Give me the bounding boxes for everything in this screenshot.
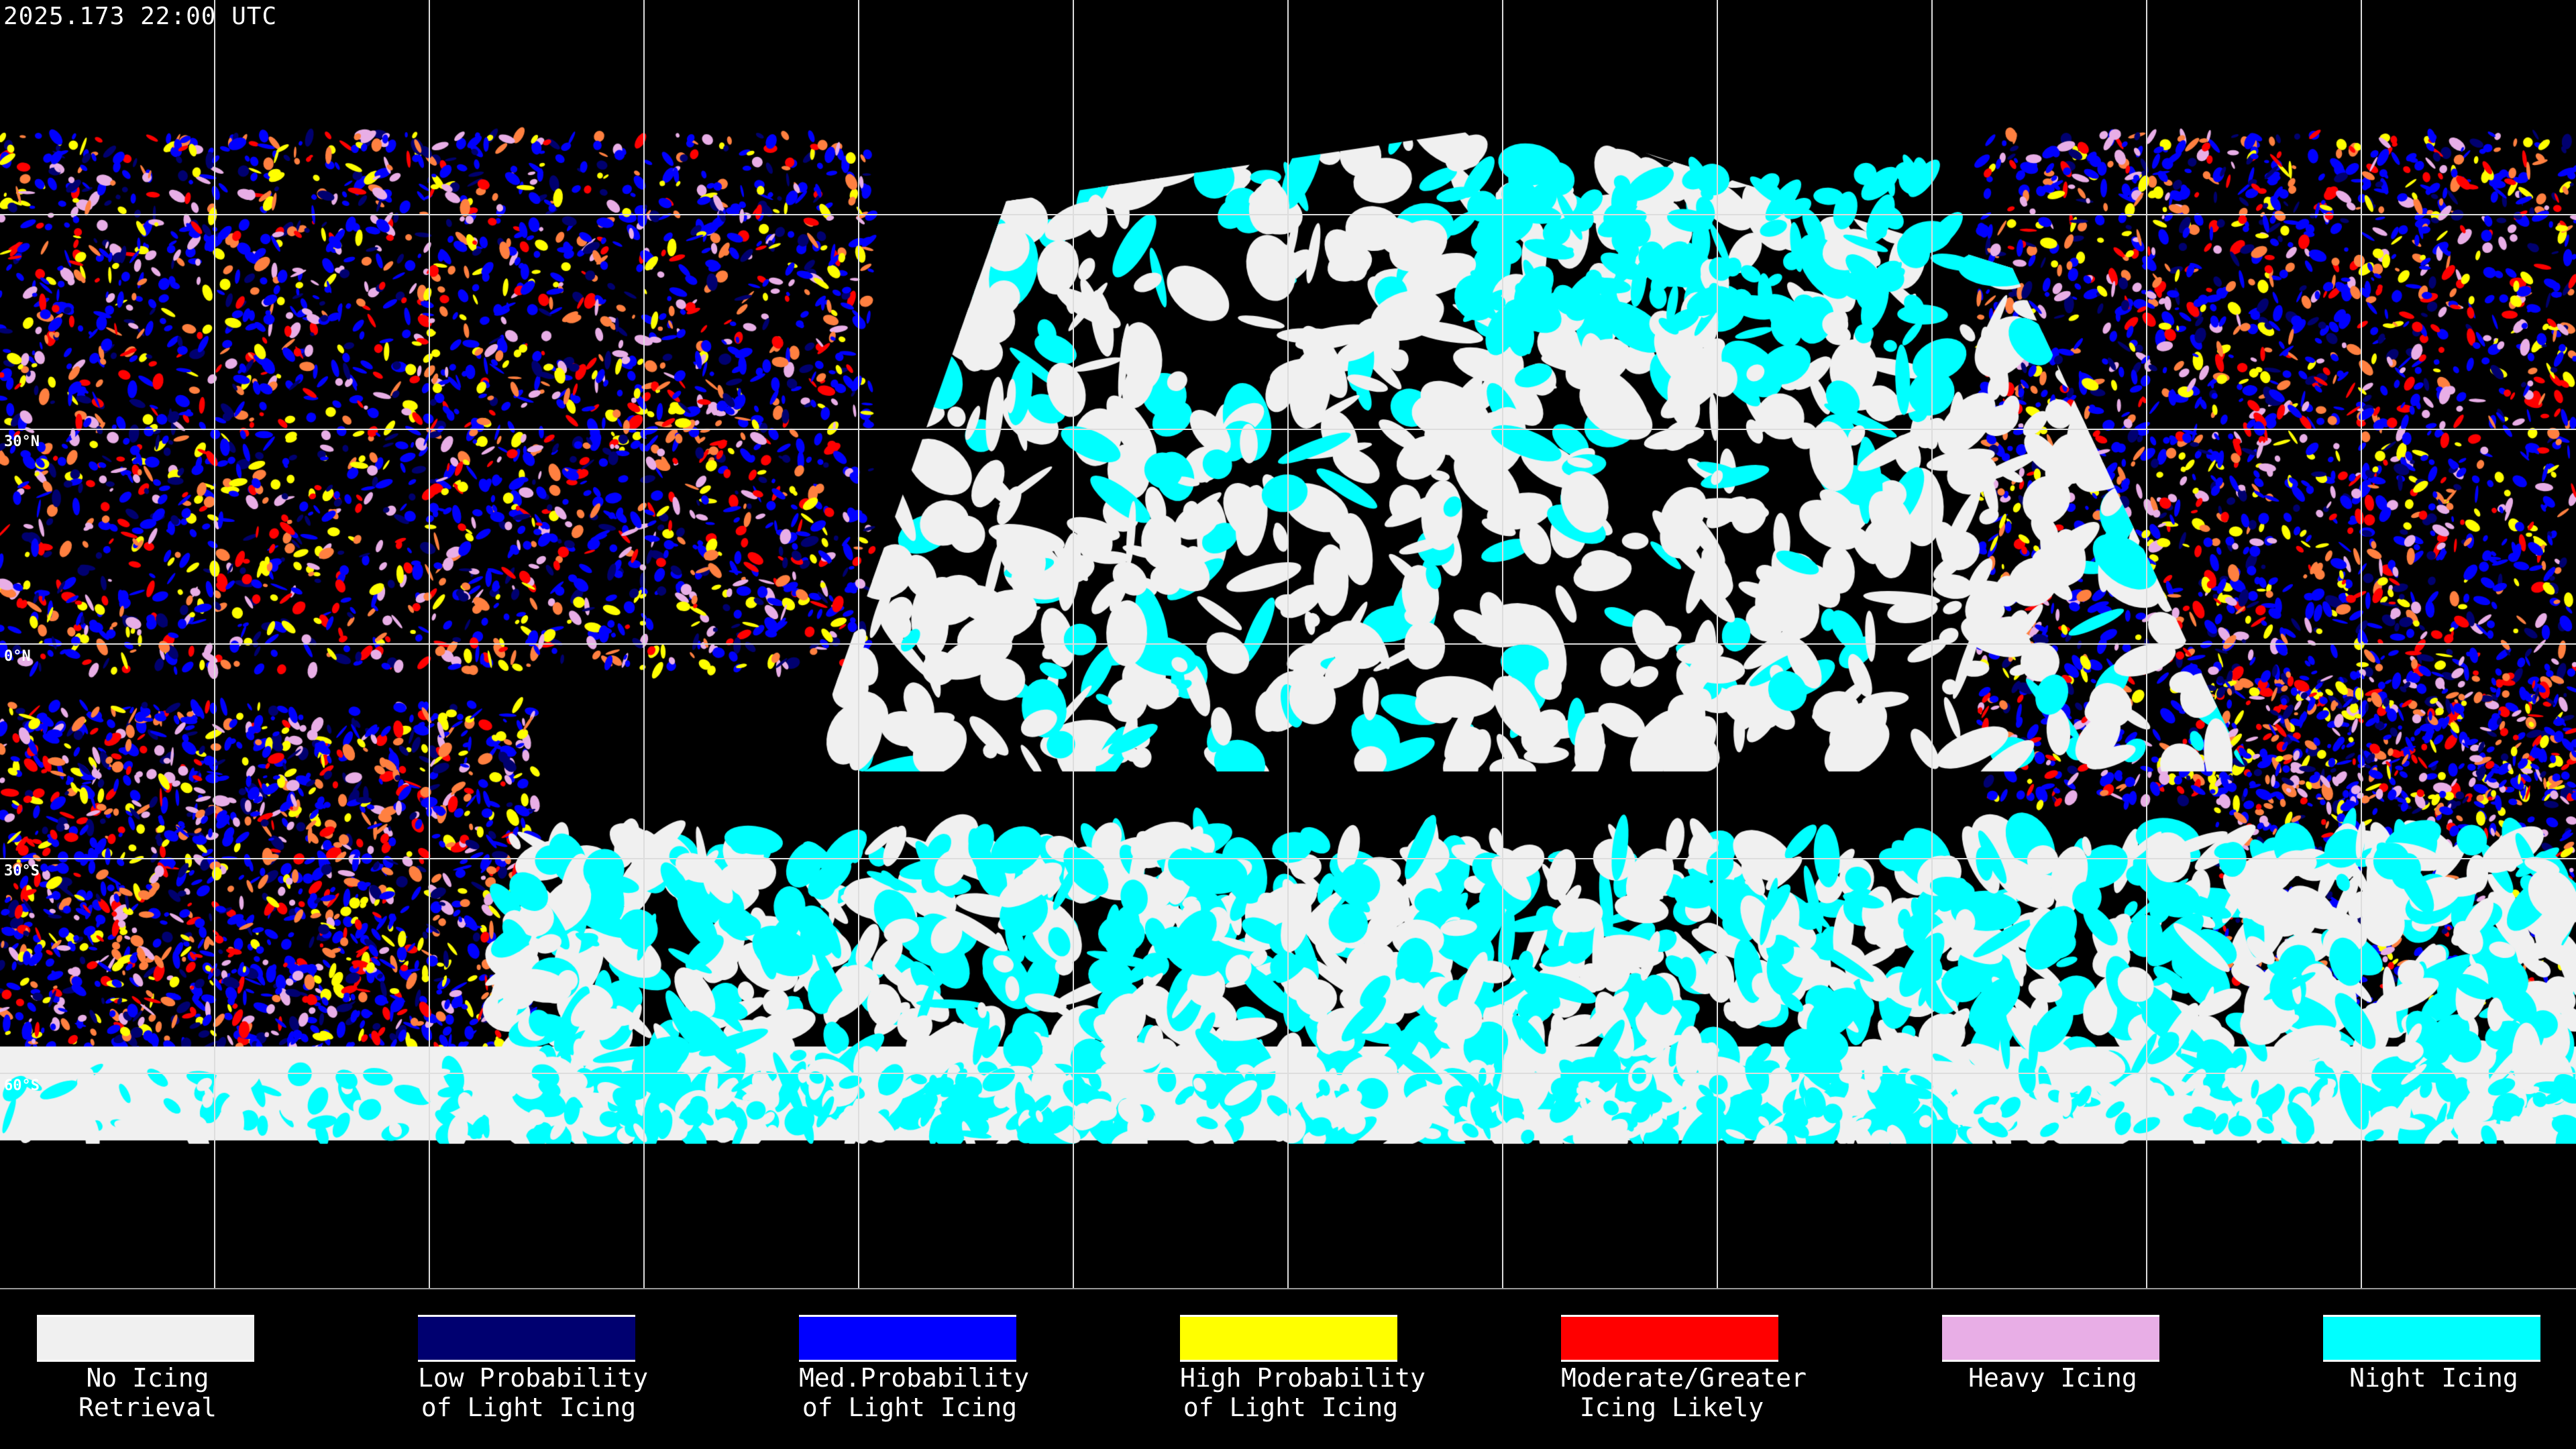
lat-label-30s: 30°S (4, 863, 40, 879)
legend-label-line1: High Probability (1180, 1363, 1426, 1393)
legend-label: Heavy Icing (1942, 1363, 2163, 1393)
legend: No Icing Retrieval Low Probability of Light… (0, 1289, 2576, 1449)
lat-lon-grid (0, 0, 2576, 1288)
timestamp-label: 2025.173 22:00 UTC (3, 3, 278, 30)
legend-swatch (799, 1315, 1016, 1362)
legend-label: High Probability of Light Icing (1180, 1363, 1426, 1422)
legend-separator (0, 1288, 2576, 1289)
legend-label-line2: Icing Likely (1579, 1393, 1764, 1422)
legend-label: Moderate/Greater Icing Likely (1561, 1363, 1807, 1422)
legend-swatch (1561, 1315, 1778, 1362)
lat-label-60s: 60°S (4, 1077, 40, 1094)
legend-label: Night Icing (2323, 1363, 2544, 1393)
legend-swatch (1942, 1315, 2159, 1362)
legend-label-line1: Night Icing (2349, 1363, 2518, 1393)
lat-label-0n: 0°N (4, 648, 31, 665)
legend-label: Med.Probability of Light Icing (799, 1363, 1030, 1422)
legend-label-line1: Med.Probability (799, 1363, 1030, 1393)
legend-label-line1: Low Probability (418, 1363, 649, 1393)
legend-label-line2: of Light Icing (421, 1393, 637, 1422)
legend-label-line1: Heavy Icing (1968, 1363, 2137, 1393)
legend-label: No Icing Retrieval (37, 1363, 258, 1422)
legend-label-line1: No Icing (86, 1363, 209, 1393)
legend-label-line2: of Light Icing (802, 1393, 1018, 1422)
legend-label: Low Probability of Light Icing (418, 1363, 649, 1422)
legend-label-line2: of Light Icing (1183, 1393, 1399, 1422)
lat-label-30n: 30°N (4, 433, 40, 450)
legend-label-line1: Moderate/Greater (1561, 1363, 1807, 1393)
legend-swatch (37, 1315, 254, 1362)
legend-swatch (2323, 1315, 2540, 1362)
legend-swatch (1180, 1315, 1397, 1362)
legend-swatch (418, 1315, 635, 1362)
legend-label-line2: Retrieval (78, 1393, 217, 1422)
